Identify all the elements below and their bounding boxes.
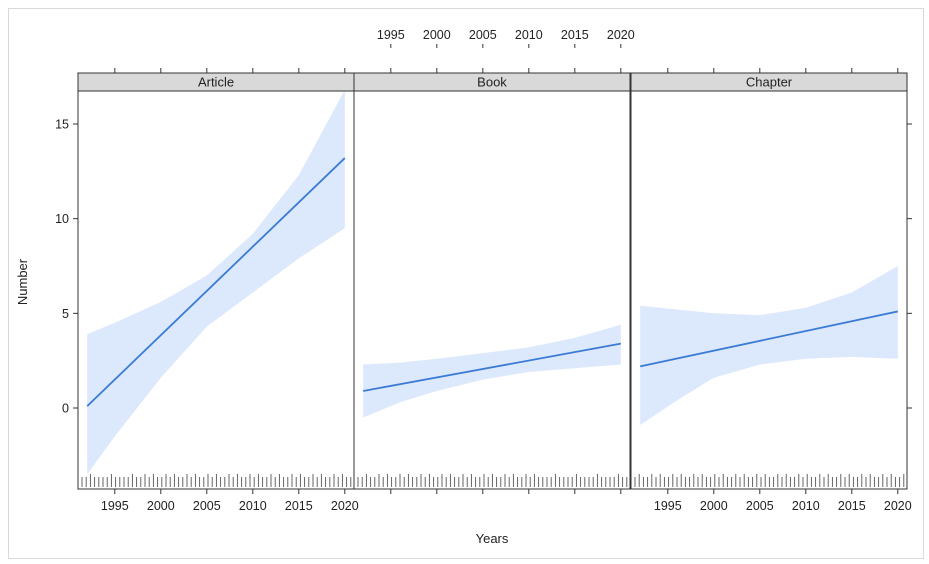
x-tick-label: 2015 <box>285 499 313 513</box>
y-tick-label: 0 <box>62 402 69 416</box>
fit-line-article <box>86 157 346 407</box>
axes: 1995 2000 2005 2010 2015 2020 1995 2000 2005 2010… <box>55 28 912 513</box>
x-tick-label: 2020 <box>884 499 912 513</box>
confidence-band-chapter <box>640 266 898 425</box>
y-axis-title: Number <box>15 258 30 305</box>
x-tick-label: 2015 <box>561 28 589 42</box>
x-tick-label: 2000 <box>147 499 175 513</box>
rug-marks <box>81 474 905 487</box>
strip-label-article: Article <box>198 75 234 90</box>
x-tick-label: 2010 <box>792 499 820 513</box>
x-tick-label: 1995 <box>377 28 405 42</box>
y-tick-label: 15 <box>55 118 69 132</box>
rug-article <box>81 474 352 487</box>
x-tick-label: 2005 <box>193 499 221 513</box>
rug-chapter <box>634 474 905 487</box>
x-tick-label: 2005 <box>746 499 774 513</box>
panel-strips: Article Book Chapter <box>77 72 908 92</box>
x-tick-label: 2005 <box>469 28 497 42</box>
panel-border-chapter <box>630 72 908 490</box>
x-tick-label: 2010 <box>239 499 267 513</box>
x-tick-label: 2010 <box>515 28 543 42</box>
x-tick-label: 2020 <box>331 499 359 513</box>
y-tick-label: 5 <box>62 307 69 321</box>
strip-label-chapter: Chapter <box>746 75 793 90</box>
x-tick-label: 2020 <box>607 28 635 42</box>
rug-book <box>357 474 628 487</box>
strip-label-book: Book <box>477 75 507 90</box>
panel-borders <box>77 72 908 490</box>
fit-line-book <box>363 342 621 392</box>
fit-line-chapter <box>640 310 898 368</box>
confidence-bands <box>87 91 898 475</box>
x-tick-label: 2015 <box>838 499 866 513</box>
x-tick-label: 2000 <box>423 28 451 42</box>
x-tick-label: 1995 <box>654 499 682 513</box>
x-axis-title: Years <box>476 531 509 546</box>
x-tick-label: 1995 <box>101 499 129 513</box>
confidence-band-book <box>363 324 621 418</box>
y-tick-label: 10 <box>55 212 69 226</box>
x-tick-label: 2000 <box>700 499 728 513</box>
fit-lines <box>86 157 898 407</box>
plot-frame <box>8 8 924 559</box>
panel-border-book <box>353 72 631 490</box>
